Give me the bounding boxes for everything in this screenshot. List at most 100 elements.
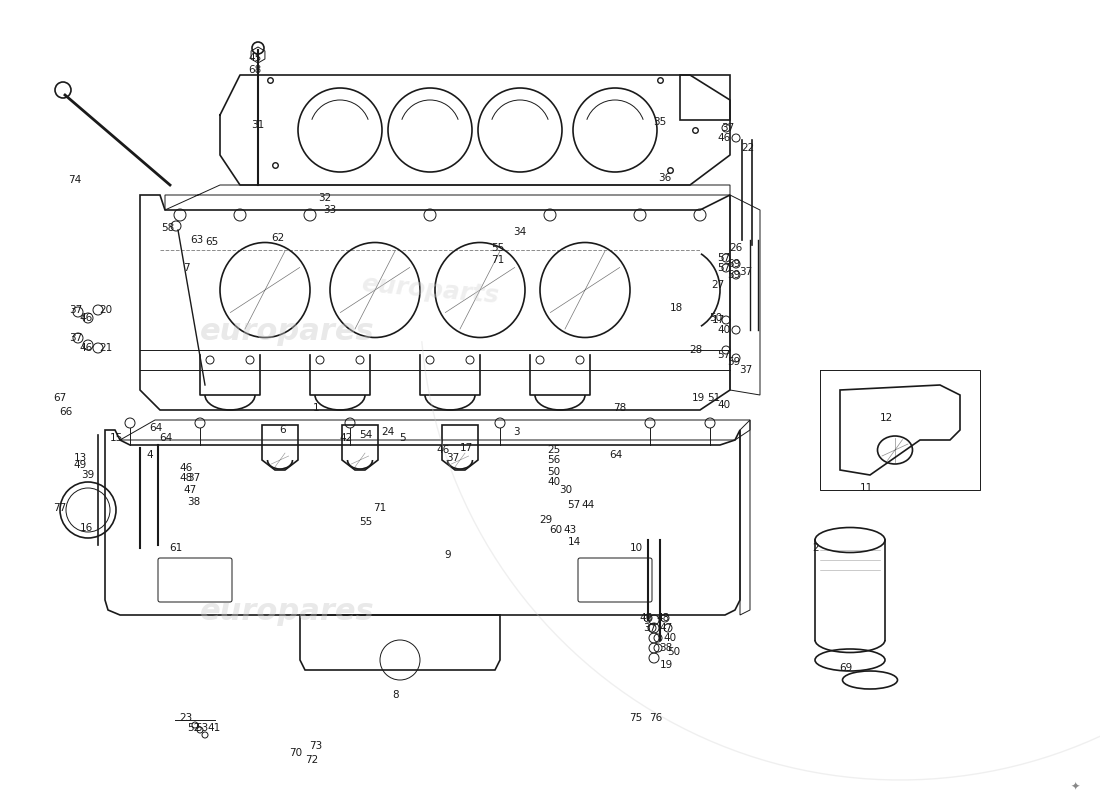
Text: 75: 75 bbox=[629, 713, 642, 723]
Text: 48: 48 bbox=[657, 613, 670, 623]
Text: 50: 50 bbox=[668, 647, 681, 657]
Text: 46: 46 bbox=[437, 445, 450, 455]
Text: 3: 3 bbox=[513, 427, 519, 437]
Text: 50: 50 bbox=[548, 467, 561, 477]
Text: 17: 17 bbox=[460, 443, 473, 453]
Text: 66: 66 bbox=[59, 407, 73, 417]
Text: 40: 40 bbox=[717, 325, 730, 335]
Text: 53: 53 bbox=[196, 723, 209, 733]
Text: 63: 63 bbox=[190, 235, 204, 245]
Text: 60: 60 bbox=[549, 525, 562, 535]
Text: 71: 71 bbox=[492, 255, 505, 265]
Text: 78: 78 bbox=[614, 403, 627, 413]
Text: 76: 76 bbox=[649, 713, 662, 723]
Text: 8: 8 bbox=[393, 690, 399, 700]
Text: 18: 18 bbox=[670, 303, 683, 313]
Text: 35: 35 bbox=[653, 117, 667, 127]
Text: 28: 28 bbox=[690, 345, 703, 355]
Text: 71: 71 bbox=[373, 503, 386, 513]
Text: 37: 37 bbox=[69, 333, 82, 343]
Text: 59: 59 bbox=[727, 270, 740, 280]
Text: 33: 33 bbox=[323, 205, 337, 215]
Text: 37: 37 bbox=[69, 305, 82, 315]
Text: 40: 40 bbox=[717, 400, 730, 410]
Text: 51: 51 bbox=[707, 393, 721, 403]
Text: 2: 2 bbox=[813, 543, 820, 553]
Text: 64: 64 bbox=[150, 423, 163, 433]
Text: 43: 43 bbox=[563, 525, 576, 535]
Text: 67: 67 bbox=[54, 393, 67, 403]
Text: 37: 37 bbox=[739, 365, 752, 375]
Text: 37: 37 bbox=[187, 473, 200, 483]
Text: 57: 57 bbox=[717, 350, 730, 360]
Text: 58: 58 bbox=[162, 223, 175, 233]
Text: 20: 20 bbox=[99, 305, 112, 315]
Text: 57: 57 bbox=[717, 253, 730, 263]
Text: 44: 44 bbox=[582, 500, 595, 510]
Text: 46: 46 bbox=[717, 133, 730, 143]
Text: 57: 57 bbox=[568, 500, 581, 510]
Text: 5: 5 bbox=[399, 433, 406, 443]
Text: 26: 26 bbox=[729, 243, 743, 253]
Text: 7: 7 bbox=[183, 263, 189, 273]
Text: 10: 10 bbox=[629, 543, 642, 553]
Text: 49: 49 bbox=[74, 460, 87, 470]
Text: 47: 47 bbox=[659, 623, 672, 633]
Text: 14: 14 bbox=[568, 537, 581, 547]
Text: 46: 46 bbox=[179, 463, 192, 473]
Text: 55: 55 bbox=[492, 243, 505, 253]
Text: 22: 22 bbox=[741, 143, 755, 153]
Text: 31: 31 bbox=[252, 120, 265, 130]
Text: 55: 55 bbox=[360, 517, 373, 527]
Text: europares: europares bbox=[200, 597, 375, 626]
Text: 13: 13 bbox=[74, 453, 87, 463]
Text: 19: 19 bbox=[692, 393, 705, 403]
Text: 42: 42 bbox=[340, 433, 353, 443]
Text: 40: 40 bbox=[663, 633, 676, 643]
Text: 59: 59 bbox=[727, 259, 740, 269]
Text: 38: 38 bbox=[659, 643, 672, 653]
Text: 64: 64 bbox=[160, 433, 173, 443]
Text: 41: 41 bbox=[208, 723, 221, 733]
Text: 37: 37 bbox=[722, 123, 735, 133]
Text: 69: 69 bbox=[839, 663, 853, 673]
Text: 47: 47 bbox=[184, 485, 197, 495]
Text: 46: 46 bbox=[79, 313, 92, 323]
Text: 62: 62 bbox=[272, 233, 285, 243]
Text: 52: 52 bbox=[187, 723, 200, 733]
Text: 21: 21 bbox=[99, 343, 112, 353]
Text: 50: 50 bbox=[710, 313, 723, 323]
Text: 37: 37 bbox=[447, 453, 460, 463]
Text: 77: 77 bbox=[54, 503, 67, 513]
Text: 37: 37 bbox=[644, 623, 657, 633]
Text: 30: 30 bbox=[560, 485, 573, 495]
Text: 39: 39 bbox=[81, 470, 95, 480]
Text: 46: 46 bbox=[639, 613, 652, 623]
Text: 48: 48 bbox=[179, 473, 192, 483]
Text: 23: 23 bbox=[179, 713, 192, 723]
Text: 34: 34 bbox=[514, 227, 527, 237]
Text: 16: 16 bbox=[79, 523, 92, 533]
Text: europarts: europarts bbox=[360, 272, 499, 308]
Text: 40: 40 bbox=[548, 477, 561, 487]
Text: 54: 54 bbox=[360, 430, 373, 440]
Text: 61: 61 bbox=[169, 543, 183, 553]
Text: 29: 29 bbox=[539, 515, 552, 525]
Text: 15: 15 bbox=[109, 433, 122, 443]
Text: ✦: ✦ bbox=[1070, 782, 1080, 792]
Text: 9: 9 bbox=[444, 550, 451, 560]
Text: 36: 36 bbox=[659, 173, 672, 183]
Text: 46: 46 bbox=[79, 343, 92, 353]
Text: 25: 25 bbox=[548, 445, 561, 455]
Text: 4: 4 bbox=[146, 450, 153, 460]
Text: 57: 57 bbox=[717, 263, 730, 273]
Text: 27: 27 bbox=[712, 280, 725, 290]
Text: 73: 73 bbox=[309, 741, 322, 751]
Text: 64: 64 bbox=[609, 450, 623, 460]
Text: europares: europares bbox=[200, 317, 375, 346]
Text: 32: 32 bbox=[318, 193, 331, 203]
Text: 65: 65 bbox=[206, 237, 219, 247]
Text: 74: 74 bbox=[68, 175, 81, 185]
Text: 17: 17 bbox=[712, 315, 725, 325]
Text: 37: 37 bbox=[739, 267, 752, 277]
